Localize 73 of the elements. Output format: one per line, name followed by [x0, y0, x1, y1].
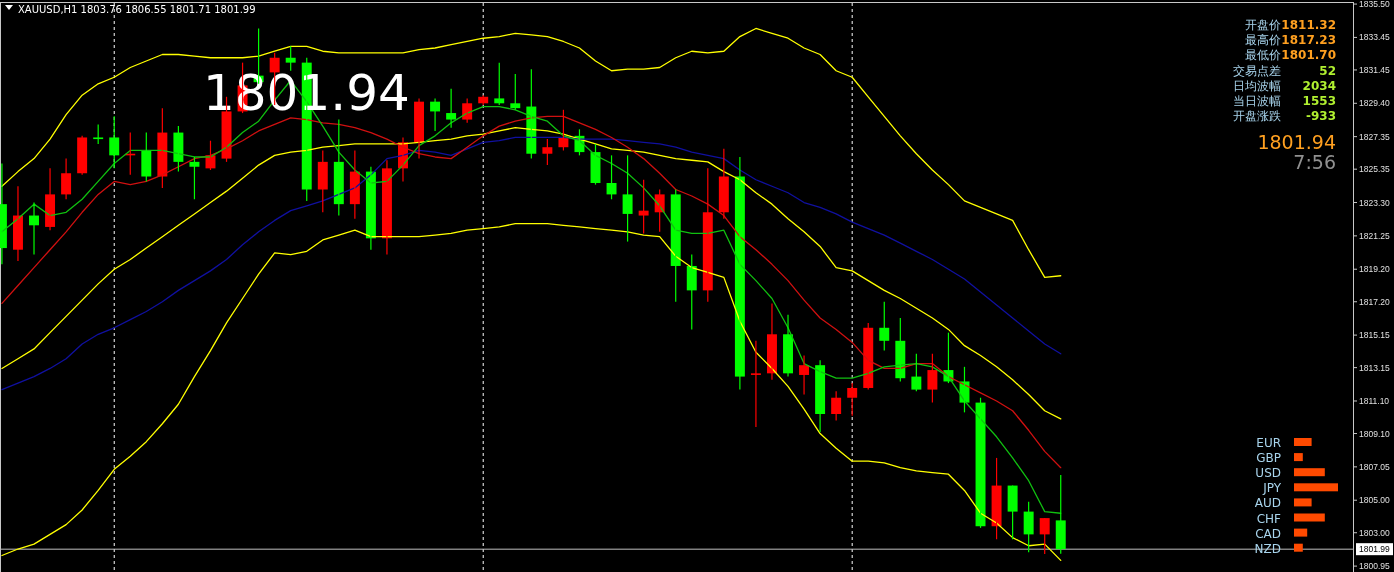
- y-tick-label: 1821.25: [1359, 230, 1390, 241]
- y-tick-label: NZD: [1254, 541, 1281, 556]
- category-label: 最低价: [1245, 48, 1281, 63]
- text: 7:56: [1293, 151, 1336, 173]
- candlestick: [638, 179, 649, 235]
- candlestick: [109, 115, 120, 169]
- candlestick: [718, 148, 729, 220]
- line-series: [1, 115, 1062, 469]
- candlestick: [879, 301, 890, 352]
- chart-title: XAUUSD,H1 1803.76 1806.55 1801.71 1801.99: [18, 4, 256, 15]
- y-tick-label: CHF: [1256, 511, 1282, 526]
- candlestick: [494, 62, 505, 106]
- bar: [1294, 528, 1308, 537]
- bar: [1294, 483, 1338, 492]
- y-tick-label: 1823.30: [1359, 197, 1390, 208]
- y-tick-label: CAD: [1255, 526, 1281, 541]
- y-tick-label: 1825.35: [1359, 164, 1390, 175]
- bar: [1294, 498, 1312, 507]
- y-tick-label: EUR: [1256, 436, 1281, 450]
- text: 1801.94: [1257, 131, 1336, 153]
- y-tick-label: 1829.40: [1359, 98, 1390, 109]
- text: 1817.23: [1281, 33, 1336, 48]
- text: 1553: [1302, 94, 1336, 108]
- y-tick-label: 1827.35: [1359, 131, 1390, 142]
- category-label: 开盘价: [1245, 18, 1281, 32]
- y-tick-label: 1819.20: [1359, 264, 1390, 275]
- y-tick-label: 1809.10: [1359, 428, 1390, 439]
- text: 1811.32: [1281, 18, 1336, 32]
- bar: [1294, 438, 1312, 446]
- candlestick: [542, 138, 553, 166]
- text: 1801.70: [1281, 48, 1336, 63]
- y-tick-label: 1807.05: [1359, 461, 1390, 472]
- y-tick-label: 1833.45: [1359, 32, 1390, 43]
- y-tick-label: GBP: [1256, 451, 1281, 466]
- candlestick: [1007, 484, 1018, 540]
- candlestick: [93, 123, 104, 145]
- text: 52: [1319, 63, 1336, 78]
- y-tick-label: 1835.50: [1359, 0, 1390, 10]
- bar: [1294, 468, 1325, 477]
- candlestick: [510, 73, 521, 111]
- ref-line-label: 1801.99: [1359, 544, 1390, 555]
- y-tick-label: USD: [1255, 466, 1281, 481]
- y-tick-label: AUD: [1254, 496, 1281, 511]
- candlestick: [911, 353, 922, 392]
- candlestick: [750, 340, 761, 428]
- y-tick-label: 1811.10: [1359, 395, 1390, 406]
- category-label: 交易点差: [1233, 63, 1281, 78]
- y-tick-label: 1815.15: [1359, 330, 1390, 341]
- candlestick: [1055, 474, 1066, 555]
- y-tick-label: 1831.45: [1359, 64, 1390, 75]
- candlestick: [317, 149, 328, 213]
- category-label: 开盘涨跌: [1233, 109, 1281, 124]
- category-label: 当日波幅: [1233, 94, 1281, 108]
- text: -933: [1305, 109, 1336, 124]
- candlestick: [285, 45, 296, 72]
- y-tick-label: 1813.15: [1359, 362, 1390, 373]
- text: 2034: [1302, 78, 1336, 93]
- y-tick-label: 1803.00: [1359, 527, 1390, 538]
- y-tick-label: JPY: [1262, 481, 1282, 496]
- bar: [1294, 543, 1303, 552]
- candlestick: [927, 353, 938, 404]
- line-series: [1, 223, 1062, 562]
- line-series: [1, 27, 1062, 278]
- category-label: 最高价: [1245, 33, 1281, 48]
- y-tick-label: 1817.20: [1359, 296, 1390, 307]
- category-label: 日均波幅: [1233, 78, 1281, 93]
- candlestick: [622, 154, 633, 243]
- candlestick: [847, 382, 858, 417]
- y-tick-label: 1800.95: [1359, 561, 1390, 572]
- candlestick: [189, 156, 200, 200]
- bar: [1294, 513, 1325, 522]
- y-tick-label: 1805.00: [1359, 495, 1390, 506]
- bar: [1294, 453, 1303, 462]
